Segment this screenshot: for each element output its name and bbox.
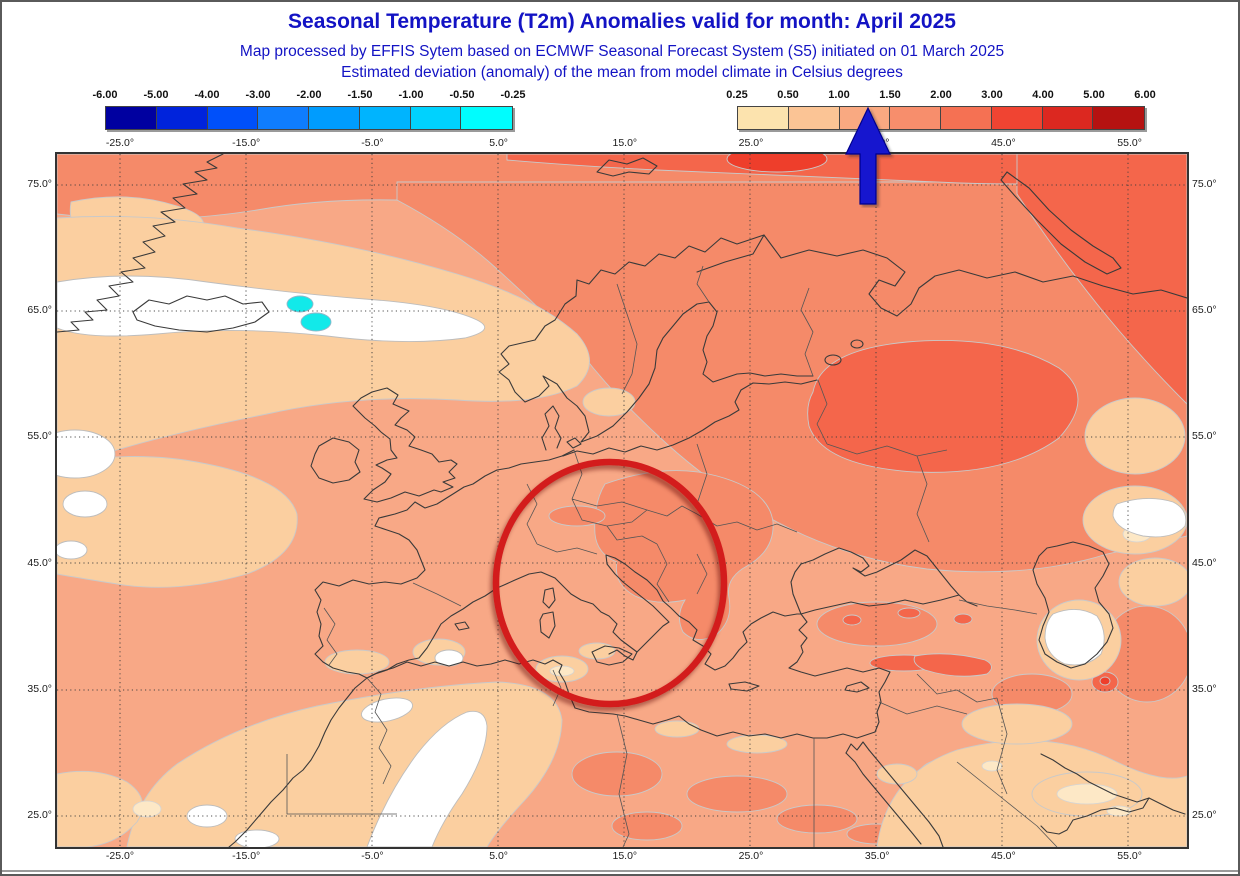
lon-label-bottom: -15.0° [232,850,261,862]
positive-legend-tick: 6.00 [1134,89,1156,101]
negative-legend-tick: -4.00 [194,89,220,101]
lon-label-top: 45.0° [991,137,1016,149]
lon-label-top: -25.0° [105,137,135,149]
lat-label-left: 55.0° [27,430,52,443]
negative-legend-tick: -1.00 [398,89,424,101]
lat-label-right: 25.0° [1192,809,1217,821]
negative-legend-bar [105,106,513,130]
negative-legend-tick: -1.50 [347,89,373,101]
anomaly-map [55,152,1189,849]
lat-label-right: 35.0° [1192,682,1217,695]
lat-label-left: 25.0° [27,809,52,821]
legend-pointer-arrow [845,106,891,205]
legend-positive-anomalies: 0.25 0.50 1.00 1.50 2.00 3.00 4.00 5.00 6.00 [726,89,1156,130]
lon-label-top: 55.0° [1117,137,1142,149]
lat-label-right: 55.0° [1192,430,1217,443]
positive-legend-cell-7 [1093,107,1144,129]
negative-legend-cell-4 [309,107,360,129]
lon-label-bottom: 55.0° [1117,850,1142,862]
highlight-circle-annotation [492,458,728,708]
anomaly-region-3-4 [726,154,1111,686]
lat-label-left: 35.0° [27,682,52,695]
lon-label-bottom: 15.0° [612,850,638,862]
negative-legend-cell-0 [106,107,157,129]
negative-legend-cell-2 [207,107,259,129]
page-subtitle-units: Estimated deviation (anomaly) of the mea… [341,64,903,81]
positive-legend-cell-1 [788,107,840,129]
lon-label-top: -5.0° [361,137,384,149]
coastlines [57,154,1187,847]
positive-legend-tick: 4.00 [1032,89,1054,101]
positive-legend-tick: 2.00 [930,89,952,101]
lat-label-left: 65.0° [27,304,52,317]
positive-legend-tick: 5.00 [1083,89,1105,101]
anomaly-map-svg [57,154,1187,847]
lon-label-bottom: -25.0° [105,850,135,862]
negative-legend-tick: -5.00 [143,89,169,101]
positive-legend-cell-5 [991,107,1043,129]
lon-label-top: 15.0° [612,137,638,149]
anomaly-region-2-3 [506,154,1187,693]
lon-label-top: -15.0° [232,137,261,149]
positive-legend-cell-3 [890,107,941,129]
positive-legend-tick: 3.00 [981,89,1003,101]
lat-label-left: 75.0° [27,178,52,190]
lon-label-top: 25.0° [738,137,764,149]
negative-legend-cell-7 [461,107,512,129]
lon-label-bottom: 25.0° [738,850,764,862]
lat-label-right: 75.0° [1192,178,1217,190]
negative-legend-tick: -3.00 [245,89,271,101]
page-frame-bottom-line [2,870,1238,872]
negative-legend-cell-6 [410,107,462,129]
positive-legend-tick: 1.50 [879,89,901,101]
graticule-grid [57,154,1187,847]
positive-legend-cell-0 [738,107,789,129]
negative-legend-tick: -2.00 [296,89,322,101]
negative-legend-tick: -0.50 [449,89,475,101]
lon-label-bottom: -5.0° [361,850,384,862]
page-title: Seasonal Temperature (T2m) Anomalies val… [288,10,956,33]
lon-label-bottom: 45.0° [991,850,1016,862]
positive-legend-tick: 1.00 [828,89,850,101]
positive-legend-tick: 0.50 [777,89,799,101]
positive-legend-cell-6 [1042,107,1094,129]
page-subtitle-source: Map processed by EFFIS Sytem based on EC… [239,43,1005,60]
lat-label-right: 45.0° [1192,556,1217,569]
negative-legend-cell-1 [156,107,208,129]
negative-legend-cell-5 [359,107,411,129]
legend-negative-anomalies: -6.00 -5.00 -4.00 -3.00 -2.00 -1.50 -1.00 -0.50… [92,89,526,130]
lat-label-left: 45.0° [27,556,52,569]
negative-legend-cell-3 [258,107,309,129]
anomaly-region-below-0p25 [57,275,1187,847]
anomaly-region-1p5-2 [57,154,1187,845]
country-borders [286,265,1058,847]
anomaly-region-neg-0p25-0p5 [286,295,332,332]
positive-legend-cell-4 [941,107,992,129]
negative-legend-tick: -6.00 [92,89,118,101]
negative-legend-tick: -0.25 [500,89,526,101]
positive-legend-tick: 0.25 [726,89,748,101]
lon-label-bottom: 35.0° [864,850,890,862]
lon-label-top: 5.0° [489,137,508,149]
lon-label-bottom: 5.0° [489,850,508,862]
positive-legend-bar [737,106,1145,130]
lat-label-right: 65.0° [1192,304,1217,317]
